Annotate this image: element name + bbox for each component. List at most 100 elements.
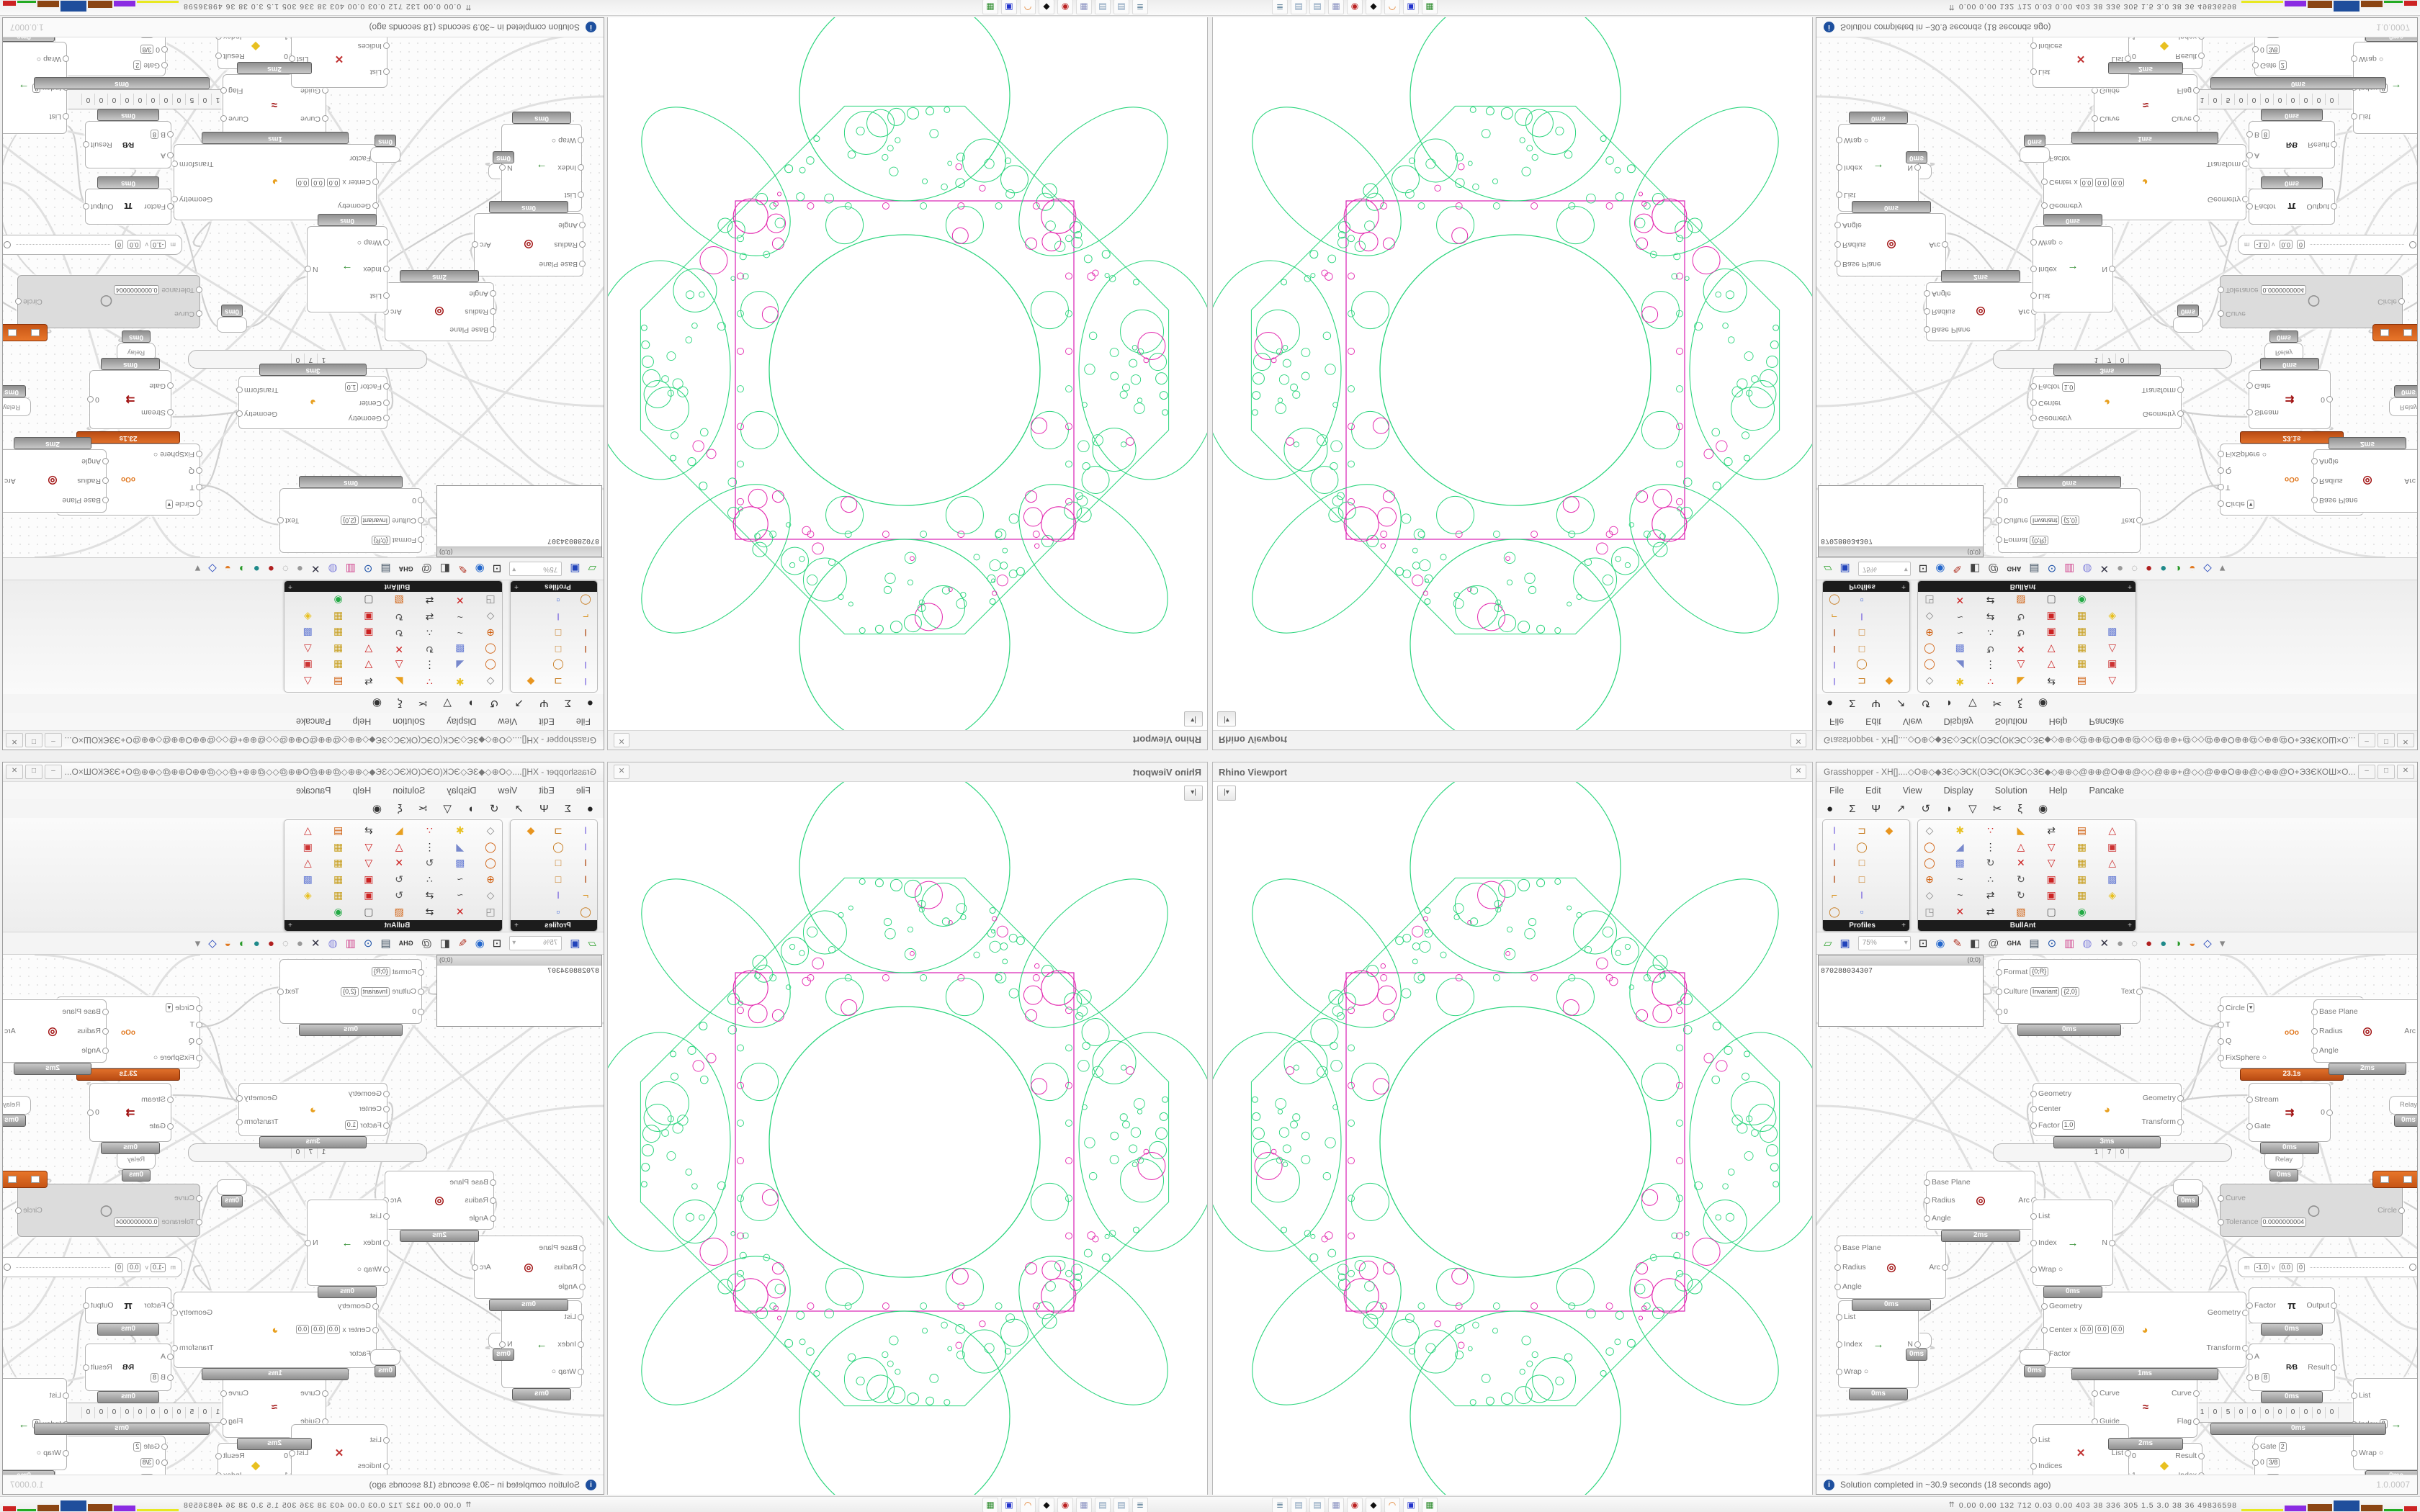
component-icon[interactable]: ⊕ xyxy=(486,627,495,639)
output-row[interactable]: Arc xyxy=(1898,240,1948,249)
notepad-app-icon[interactable]: ▤ xyxy=(1291,1498,1307,1512)
output-port[interactable] xyxy=(15,298,22,305)
grasshopper-canvas[interactable]: (0;0) 870288034307 Format {0;R} Culture Invar… xyxy=(1816,37,2417,557)
input-port[interactable] xyxy=(579,260,586,267)
window-icon[interactable]: ▤ xyxy=(2029,937,2040,950)
panel-label-bar[interactable]: BullAnt + xyxy=(1918,581,2136,592)
digit-cell[interactable]: 0 xyxy=(81,1407,94,1418)
menu-item-file[interactable]: File xyxy=(1829,786,1845,796)
exit-icon[interactable]: ◧ xyxy=(439,937,451,950)
input-port[interactable] xyxy=(1996,497,2002,504)
output-row[interactable]: Result xyxy=(215,53,250,61)
input-row[interactable]: List xyxy=(2351,112,2390,121)
balloon-icon[interactable]: ◍ xyxy=(328,562,338,575)
menu-item-pancake[interactable]: Pancake xyxy=(295,786,331,796)
input-port[interactable] xyxy=(2218,1054,2224,1061)
close-icon[interactable]: ✕ xyxy=(2397,765,2414,779)
digit-cell[interactable]: 0 xyxy=(2274,94,2287,105)
component-icon[interactable]: △ xyxy=(2108,824,2117,836)
component-icon[interactable]: ◢ xyxy=(456,840,465,852)
output-row[interactable]: Geometry xyxy=(2112,1094,2184,1102)
save-file-icon[interactable]: ▣ xyxy=(570,937,581,950)
input-row[interactable]: Base Plane xyxy=(2311,496,2361,505)
curve-icon[interactable]: ↺ xyxy=(489,803,499,815)
component-icon[interactable]: ▦ xyxy=(333,857,344,868)
output-port[interactable] xyxy=(86,396,94,402)
component-icon[interactable]: ◇ xyxy=(1925,611,1934,623)
input-row[interactable]: List xyxy=(1836,191,1872,199)
input-row[interactable]: 0 3/8 xyxy=(2252,45,2304,55)
component-icon[interactable]: ▦ xyxy=(333,840,344,852)
component-icon[interactable]: ▫ xyxy=(1860,595,1864,607)
component-icon[interactable] xyxy=(1881,840,1898,855)
digit-cell[interactable]: 0 xyxy=(146,1407,159,1418)
tray-chevron-icon[interactable]: ⇈ xyxy=(465,1501,472,1509)
input-row[interactable]: Angle xyxy=(1924,1214,1974,1223)
open-file-icon[interactable]: ▱ xyxy=(1824,562,1832,575)
menu-item-file[interactable]: File xyxy=(575,786,591,796)
input-port[interactable] xyxy=(1924,290,1930,297)
input-port[interactable] xyxy=(2030,1239,2037,1246)
maximize-icon[interactable]: □ xyxy=(2378,733,2395,747)
value-chip[interactable]: 0.0000000004 xyxy=(113,1217,160,1227)
grasshopper-canvas[interactable]: (0;0) 870288034307 Format {0;R} Culture Invar… xyxy=(3,955,604,1475)
input-row[interactable]: Tolerance 0.0000000004 xyxy=(2218,1217,2307,1227)
component-icon[interactable]: ⊕ xyxy=(486,873,495,885)
minimize-icon[interactable]: – xyxy=(45,765,62,779)
component-icon[interactable]: ✕ xyxy=(2016,644,2025,655)
input-port[interactable] xyxy=(102,1047,109,1054)
grasshopper-titlebar[interactable]: Grasshopper - XH[]....◇О⊕◇◆ЗЄ◇ЭСК(ОЭС(ОК… xyxy=(1816,762,2417,782)
output-row[interactable]: Curve xyxy=(220,115,270,124)
find-icon[interactable]: ⊙ xyxy=(363,562,373,575)
component-icon[interactable]: △ xyxy=(2017,660,2025,672)
output-row[interactable]: Text xyxy=(2079,516,2143,525)
surface-icon[interactable]: ◗ xyxy=(1946,802,1953,815)
zoom-extents-icon[interactable]: ⊡ xyxy=(1918,562,1928,575)
component-icon[interactable]: △ xyxy=(303,676,312,688)
ball-teal-icon[interactable]: ● xyxy=(2160,562,2167,575)
component-icon[interactable]: I xyxy=(584,627,587,639)
gh-stream-filter-component[interactable]: Stream Gate ⇉ 0 xyxy=(86,1083,174,1142)
gh-fit-circle-component-disabled[interactable]: Curve Tolerance 0.0000000004 ◯ Circle xyxy=(2218,1184,2405,1237)
digit-cell[interactable]: 0 xyxy=(2274,1407,2287,1418)
at-icon[interactable]: @ xyxy=(1988,562,1999,575)
panel-label-bar[interactable]: Profiles + xyxy=(1823,581,1909,592)
gh-format-component[interactable]: Format {0;R} Culture Invariant {2,0} 0 Text xyxy=(1996,959,2143,1024)
gha-icon[interactable]: GHA xyxy=(398,565,413,572)
input-row[interactable]: Gate xyxy=(136,1122,174,1130)
output-row[interactable]: N xyxy=(305,265,341,274)
output-port[interactable] xyxy=(288,1450,295,1457)
input-row[interactable]: List xyxy=(31,1391,69,1400)
component-icon[interactable]: ▽ xyxy=(2047,644,2056,655)
gh-division-component[interactable]: A B 8 R∕B Result xyxy=(2246,121,2337,168)
gh-scale-nu-component[interactable]: Geometry Center x 0.0 0.0 0.0 Factor ◕ Geometry… xyxy=(2041,1292,2249,1368)
input-port[interactable] xyxy=(383,1212,390,1220)
gh-list-item-component[interactable]: List Index Wrap ○ → N xyxy=(499,124,584,212)
menu-item-view[interactable]: View xyxy=(1902,716,1922,726)
params-icon[interactable]: ● xyxy=(1827,802,1834,815)
output-port[interactable] xyxy=(215,53,222,60)
input-port[interactable] xyxy=(578,1341,584,1348)
menu-item-view[interactable]: View xyxy=(498,786,518,796)
panel-label-bar[interactable]: BullAnt + xyxy=(284,920,502,931)
component-icon[interactable]: ◯ xyxy=(485,840,496,852)
input-port[interactable] xyxy=(1836,192,1842,198)
gh-wire-stub[interactable] xyxy=(2173,317,2203,333)
input-row[interactable]: Format {0;R} xyxy=(341,535,424,545)
preview-shaded-icon[interactable]: ● xyxy=(2146,937,2153,950)
component-icon[interactable]: ▣ xyxy=(2046,889,2056,901)
input-port[interactable] xyxy=(2311,458,2318,465)
rhino-viewport-titlebar[interactable]: Rhino Viewport ✕ xyxy=(608,730,1207,750)
component-icon[interactable]: □ xyxy=(1858,627,1865,639)
output-port[interactable] xyxy=(1942,241,1948,248)
input-port[interactable] xyxy=(2030,266,2037,273)
maximize-icon[interactable]: □ xyxy=(2378,765,2395,779)
input-row[interactable]: Curve xyxy=(114,1194,202,1202)
digit-cell[interactable]: 0 xyxy=(2209,1407,2222,1418)
input-row[interactable]: Factor xyxy=(280,154,379,163)
value-chip[interactable]: Invariant xyxy=(2030,516,2060,526)
input-port[interactable] xyxy=(2351,1450,2357,1457)
input-row[interactable]: A xyxy=(135,151,174,160)
component-icon[interactable]: ▣ xyxy=(302,840,313,852)
component-icon[interactable]: ∵ xyxy=(1987,824,1994,836)
